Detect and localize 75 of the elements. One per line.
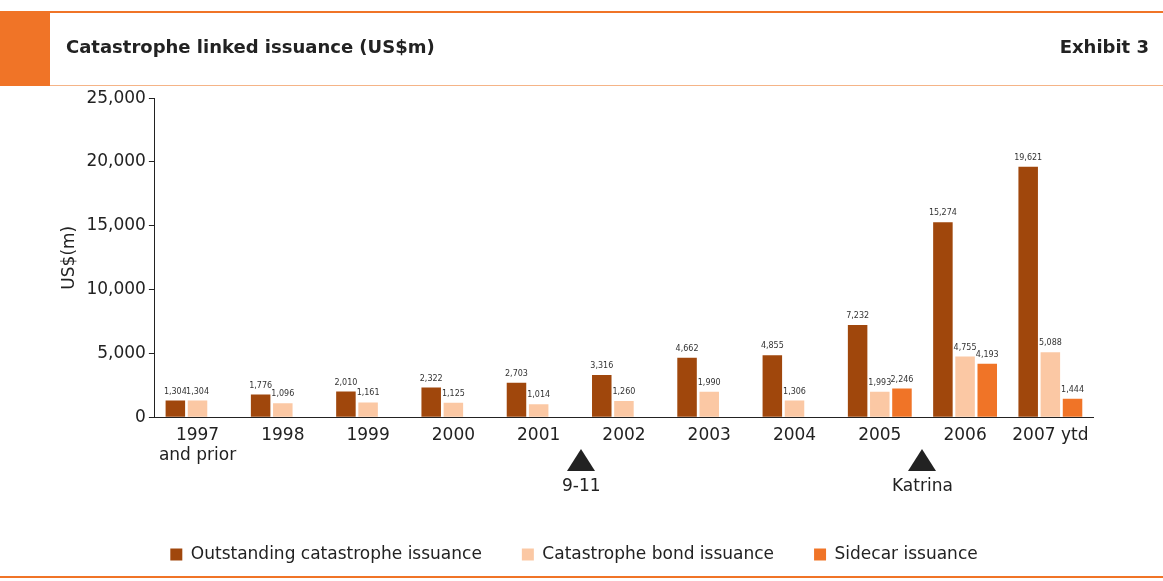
bar bbox=[443, 402, 464, 417]
bar bbox=[677, 357, 697, 417]
bar bbox=[250, 394, 271, 417]
y-tick-label: 0 bbox=[135, 405, 146, 426]
chart-subtitle: Exhibit 3 bbox=[1059, 36, 1149, 57]
x-tick-label: 1999 bbox=[346, 423, 390, 444]
data-label: 5,088 bbox=[1038, 338, 1062, 348]
data-label: 2,703 bbox=[505, 368, 528, 378]
bar bbox=[187, 400, 208, 417]
data-label: 4,193 bbox=[975, 349, 999, 359]
data-label: 19,621 bbox=[1014, 152, 1043, 162]
legend-label: Sidecar issuance bbox=[834, 542, 978, 563]
legend-label: Outstanding catastrophe issuance bbox=[190, 542, 482, 563]
data-label: 3,316 bbox=[590, 360, 614, 370]
x-tick-label: 2005 bbox=[858, 423, 902, 444]
data-label: 1,096 bbox=[271, 389, 295, 399]
bar bbox=[699, 391, 719, 417]
bar bbox=[336, 391, 356, 417]
data-label: 1,990 bbox=[697, 377, 721, 387]
x-tick-label: 1997 and prior bbox=[158, 423, 237, 465]
data-label: 15,274 bbox=[928, 208, 957, 218]
bar bbox=[273, 403, 293, 417]
data-label: 1,776 bbox=[249, 380, 273, 390]
data-label: 1,161 bbox=[356, 388, 380, 398]
data-label: 1,304 bbox=[163, 386, 187, 396]
text: 9-11 bbox=[562, 475, 601, 496]
chart-title: Catastrophe linked issuance (US$m) bbox=[66, 36, 435, 57]
bar bbox=[870, 391, 890, 417]
y-tick-label: 15,000 bbox=[86, 214, 146, 235]
bar bbox=[358, 402, 378, 417]
bar bbox=[955, 356, 975, 417]
bar bbox=[1018, 166, 1038, 417]
bar bbox=[506, 382, 527, 417]
x-tick-label: 2002 bbox=[602, 423, 646, 444]
bar bbox=[165, 400, 186, 417]
data-label: 4,855 bbox=[760, 341, 784, 351]
bar bbox=[784, 400, 805, 417]
bar bbox=[592, 374, 612, 417]
y-tick-label: 5,000 bbox=[97, 341, 146, 362]
data-label: 1,444 bbox=[1061, 384, 1084, 394]
data-label: 4,662 bbox=[675, 343, 699, 353]
x-tick-label: 2007 ytd bbox=[1012, 423, 1089, 444]
y-axis-title: US$(m) bbox=[57, 225, 78, 290]
data-label: 1,125 bbox=[441, 388, 465, 398]
bar bbox=[421, 387, 441, 417]
bar bbox=[892, 388, 912, 417]
x-tick-label: 2004 bbox=[772, 423, 817, 444]
bar bbox=[1062, 398, 1083, 417]
data-label: 4,755 bbox=[953, 342, 977, 352]
text: Katrina bbox=[892, 475, 953, 496]
x-tick-label: 2000 bbox=[431, 423, 476, 444]
data-label: 1,306 bbox=[783, 386, 806, 396]
x-tick-label: 2003 bbox=[687, 423, 731, 444]
bar bbox=[1040, 352, 1061, 417]
data-label: 7,232 bbox=[846, 311, 870, 320]
legend-label: Catastrophe bond issuance bbox=[542, 542, 775, 563]
x-tick-label: 2006 bbox=[943, 423, 987, 444]
data-label: 1,993 bbox=[868, 377, 892, 387]
y-tick-label: 25,000 bbox=[86, 86, 146, 107]
data-label: 2,010 bbox=[334, 377, 358, 387]
bar bbox=[614, 401, 634, 417]
data-label: 1,260 bbox=[612, 387, 636, 397]
y-tick-label: 10,000 bbox=[86, 278, 146, 299]
bar bbox=[528, 404, 549, 417]
data-label: 1,014 bbox=[527, 390, 551, 400]
y-tick-label: 20,000 bbox=[86, 150, 146, 171]
bar bbox=[847, 324, 868, 417]
bar bbox=[933, 222, 953, 417]
bar bbox=[762, 355, 783, 417]
bar bbox=[977, 363, 998, 417]
data-label: 2,322 bbox=[419, 373, 443, 383]
x-tick-label: 1998 bbox=[261, 423, 305, 444]
data-label: 1,304 bbox=[186, 386, 209, 396]
data-label: 2,246 bbox=[890, 374, 914, 384]
x-tick-label: 2001 bbox=[517, 423, 561, 444]
